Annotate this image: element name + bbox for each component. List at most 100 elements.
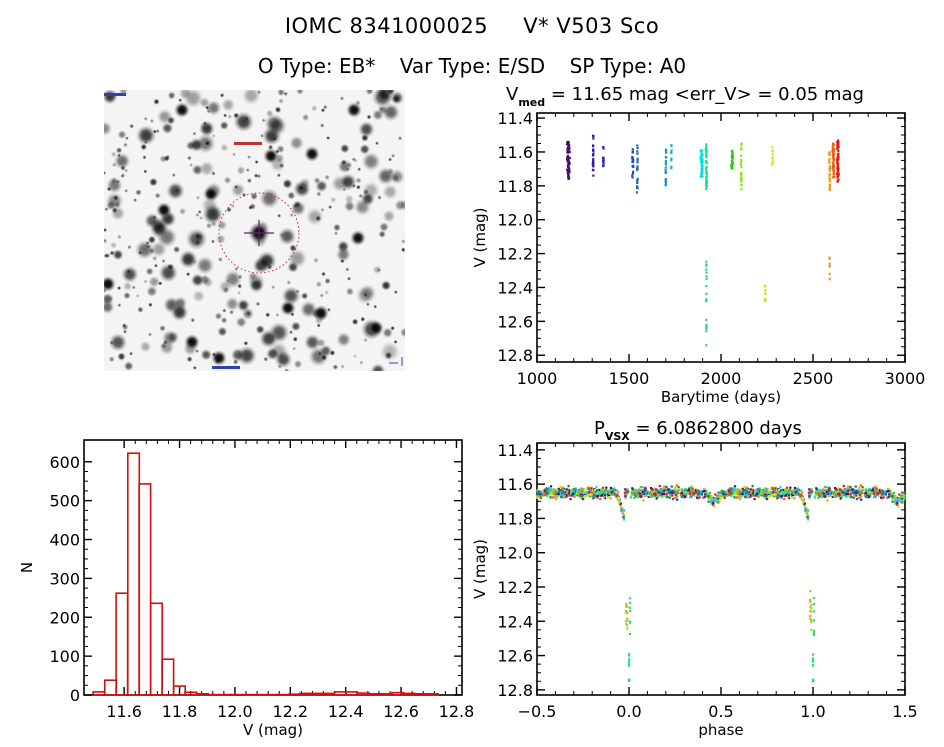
data-point xyxy=(697,492,700,495)
data-point xyxy=(697,492,700,495)
data-point xyxy=(588,488,591,491)
field-star xyxy=(204,140,211,147)
data-point xyxy=(847,486,850,489)
data-point xyxy=(890,494,893,497)
data-point xyxy=(752,491,755,494)
data-point xyxy=(705,143,708,146)
data-point xyxy=(587,494,590,497)
data-point xyxy=(567,140,570,143)
data-point xyxy=(708,497,711,500)
data-point xyxy=(828,158,831,161)
lightcurve-group xyxy=(704,143,708,191)
data-point xyxy=(700,171,703,174)
data-point xyxy=(809,606,812,609)
data-point xyxy=(896,498,899,501)
data-point xyxy=(593,488,596,492)
data-point xyxy=(747,491,750,494)
field-star xyxy=(315,281,322,288)
data-point xyxy=(747,494,750,497)
data-point xyxy=(839,497,842,500)
data-point xyxy=(660,491,663,494)
data-point xyxy=(546,493,549,496)
data-point xyxy=(683,496,686,499)
field-star xyxy=(161,259,166,263)
data-point xyxy=(695,494,698,497)
star-name: V* V503 Sco xyxy=(523,14,660,38)
data-point xyxy=(670,151,673,154)
lightcurve-group xyxy=(670,144,673,170)
data-point xyxy=(555,490,558,493)
data-point xyxy=(775,491,778,494)
data-point xyxy=(705,182,708,185)
data-point xyxy=(591,154,595,157)
field-star xyxy=(236,165,246,175)
data-point xyxy=(731,166,734,169)
data-point xyxy=(630,492,633,495)
data-point xyxy=(902,499,905,502)
data-point xyxy=(628,620,632,623)
data-point xyxy=(732,491,735,494)
data-point xyxy=(836,145,839,148)
data-point xyxy=(781,490,784,494)
data-point xyxy=(601,492,604,495)
data-point xyxy=(623,514,626,517)
data-point xyxy=(670,491,673,494)
field-star xyxy=(215,234,226,245)
data-point xyxy=(828,153,831,156)
histogram-bar xyxy=(379,692,393,696)
data-point xyxy=(548,490,551,494)
field-star xyxy=(353,354,357,359)
data-point xyxy=(796,491,800,494)
data-point xyxy=(700,160,703,163)
data-point xyxy=(783,492,787,496)
data-point xyxy=(613,489,616,492)
data-point xyxy=(878,490,882,493)
data-point xyxy=(721,490,724,493)
data-point xyxy=(594,488,597,491)
data-point xyxy=(820,490,823,493)
data-point xyxy=(825,493,828,496)
bright-star xyxy=(184,334,200,350)
data-point xyxy=(631,487,634,490)
data-point xyxy=(776,493,779,497)
field-star xyxy=(133,198,138,203)
data-point xyxy=(570,494,573,497)
data-point xyxy=(583,493,586,496)
data-point xyxy=(654,488,657,491)
data-point xyxy=(809,590,812,593)
field-star xyxy=(178,250,198,269)
field-star xyxy=(205,99,222,116)
data-point xyxy=(608,493,611,496)
data-point xyxy=(812,660,815,663)
data-point xyxy=(829,490,832,493)
data-point xyxy=(700,162,703,165)
data-point xyxy=(828,487,831,490)
data-point xyxy=(642,492,645,495)
data-point xyxy=(687,489,690,492)
data-point xyxy=(619,502,622,505)
data-point xyxy=(562,494,565,497)
data-point xyxy=(705,151,708,154)
data-point xyxy=(586,491,589,494)
data-point xyxy=(594,491,598,494)
data-point xyxy=(731,162,734,165)
data-point xyxy=(828,164,831,168)
data-point xyxy=(753,493,756,496)
data-point xyxy=(751,494,754,497)
data-point xyxy=(705,180,708,183)
data-point xyxy=(705,178,708,181)
data-point xyxy=(812,658,815,661)
data-point xyxy=(676,494,679,497)
field-star xyxy=(299,177,311,189)
field-star xyxy=(167,91,176,100)
data-point xyxy=(560,487,564,490)
field-star xyxy=(153,263,158,268)
data-point xyxy=(681,489,684,492)
field-star xyxy=(135,125,157,146)
data-point xyxy=(764,491,767,494)
field-star xyxy=(321,271,326,277)
data-point xyxy=(836,161,839,164)
data-point xyxy=(809,600,812,603)
data-point xyxy=(559,493,562,496)
data-point xyxy=(592,148,595,151)
